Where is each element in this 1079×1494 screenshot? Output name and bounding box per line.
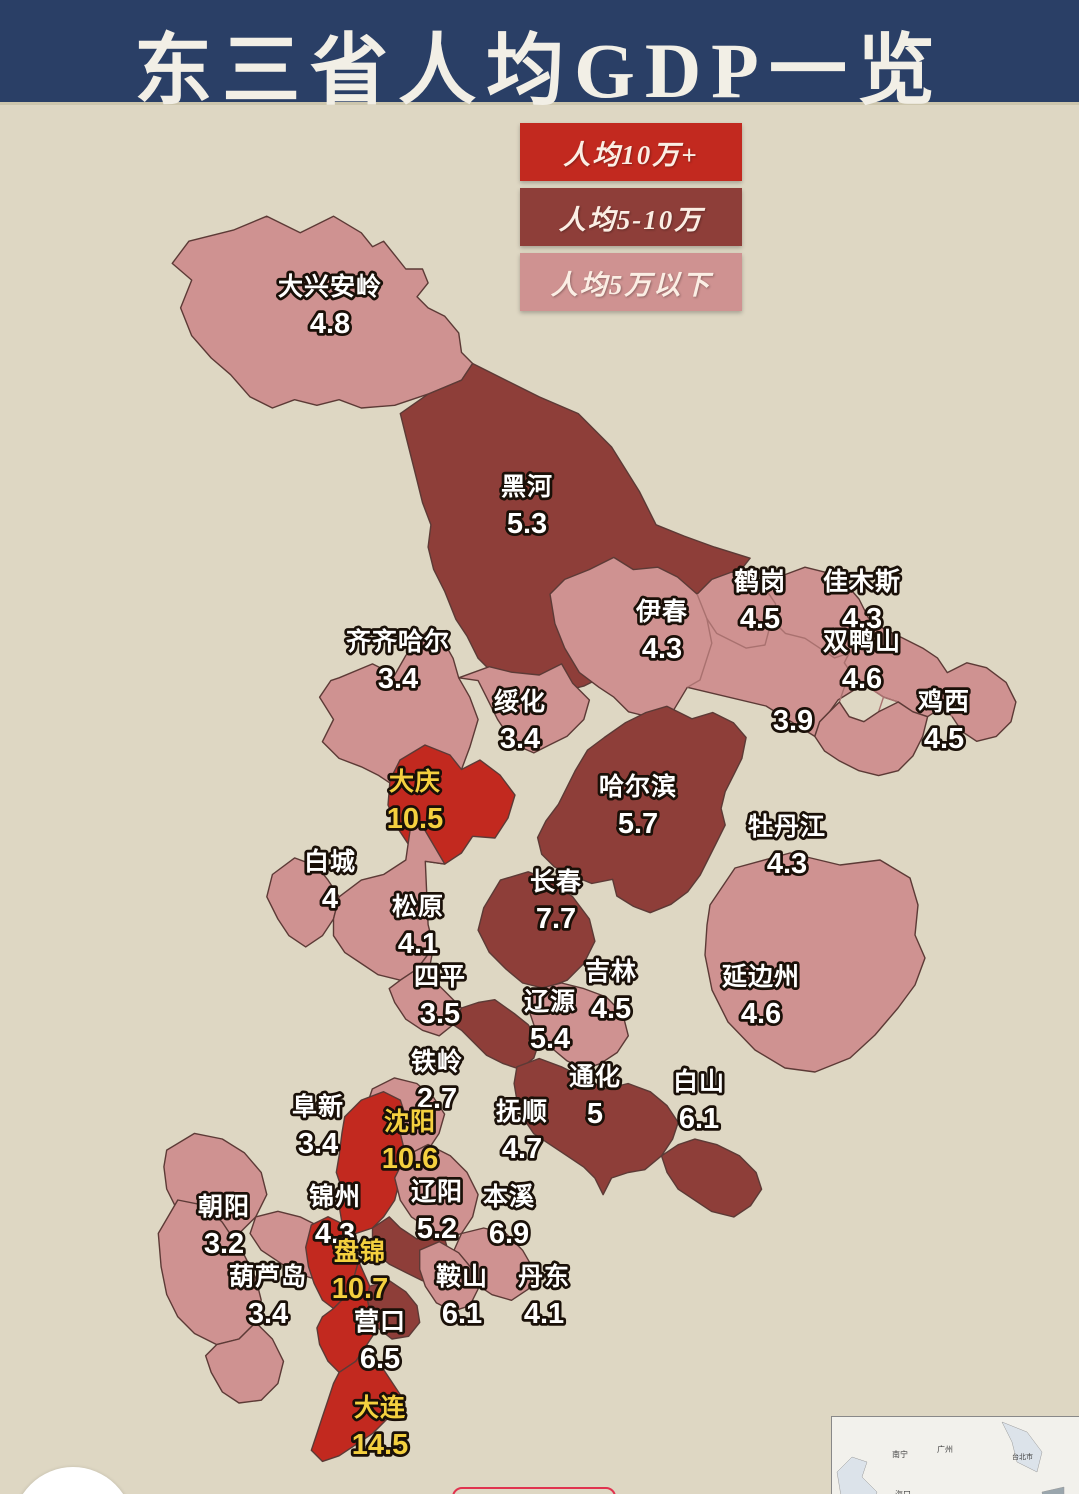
svg-text:营口: 营口 (354, 1308, 406, 1336)
svg-text:南宁: 南宁 (892, 1449, 908, 1459)
svg-text:吉林: 吉林 (585, 958, 637, 986)
svg-text:5: 5 (587, 1098, 603, 1130)
svg-text:延边州: 延边州 (721, 963, 800, 991)
svg-text:7.7: 7.7 (536, 903, 576, 935)
svg-text:4.6: 4.6 (842, 663, 882, 695)
svg-text:5.2: 5.2 (417, 1213, 457, 1245)
svg-text:6.5: 6.5 (360, 1343, 400, 1375)
svg-text:沈阳: 沈阳 (384, 1108, 436, 1136)
svg-text:广州: 广州 (937, 1444, 953, 1454)
svg-text:伊春: 伊春 (635, 597, 688, 626)
svg-text:6.1: 6.1 (442, 1298, 482, 1330)
svg-text:松原: 松原 (392, 893, 444, 921)
svg-text:4.3: 4.3 (767, 848, 807, 880)
svg-text:双鸭山: 双鸭山 (823, 628, 901, 656)
svg-text:大兴安岭: 大兴安岭 (278, 272, 382, 301)
svg-text:5.7: 5.7 (618, 808, 658, 840)
svg-text:6.1: 6.1 (679, 1103, 719, 1135)
svg-text:白山: 白山 (673, 1067, 725, 1096)
svg-text:阜新: 阜新 (292, 1092, 344, 1121)
svg-text:绥化: 绥化 (494, 687, 546, 716)
svg-text:4.1: 4.1 (398, 928, 438, 960)
svg-text:5.3: 5.3 (507, 508, 547, 540)
svg-text:齐齐哈尔: 齐齐哈尔 (346, 627, 450, 656)
svg-text:4.1: 4.1 (524, 1298, 564, 1330)
svg-text:鹤岗: 鹤岗 (734, 567, 786, 596)
svg-text:3.4: 3.4 (378, 663, 418, 695)
svg-text:哈尔滨: 哈尔滨 (599, 772, 677, 801)
svg-text:10.7: 10.7 (332, 1273, 388, 1305)
svg-text:辽源: 辽源 (524, 988, 576, 1016)
svg-text:5.4: 5.4 (530, 1023, 570, 1055)
svg-text:10.5: 10.5 (387, 803, 443, 835)
svg-text:牡丹江: 牡丹江 (748, 813, 826, 841)
svg-text:四平: 四平 (414, 963, 466, 991)
svg-text:鞍山: 鞍山 (436, 1262, 488, 1291)
svg-text:大庆: 大庆 (389, 767, 441, 796)
svg-text:4: 4 (322, 883, 338, 915)
svg-text:4.7: 4.7 (502, 1133, 542, 1165)
svg-text:6.9: 6.9 (489, 1218, 529, 1250)
svg-text:4.6: 4.6 (741, 998, 781, 1030)
svg-text:葫芦岛: 葫芦岛 (229, 1262, 307, 1291)
svg-text:4.5: 4.5 (591, 993, 631, 1025)
svg-text:黑河: 黑河 (501, 473, 553, 501)
svg-text:3.4: 3.4 (298, 1128, 338, 1160)
svg-text:14.5: 14.5 (352, 1429, 408, 1461)
svg-text:长春: 长春 (530, 867, 582, 896)
svg-text:4.5: 4.5 (924, 723, 964, 755)
svg-text:朝阳: 朝阳 (198, 1193, 250, 1221)
svg-text:台北市: 台北市 (1012, 1452, 1033, 1461)
svg-text:本溪: 本溪 (483, 1183, 535, 1211)
svg-text:佳木斯: 佳木斯 (823, 568, 901, 596)
svg-text:锦州: 锦州 (309, 1183, 361, 1211)
svg-text:3.9: 3.9 (773, 705, 813, 737)
svg-text:3.5: 3.5 (420, 998, 460, 1030)
svg-text:通化: 通化 (569, 1063, 621, 1091)
svg-text:盘锦: 盘锦 (334, 1237, 386, 1266)
svg-text:大连: 大连 (354, 1394, 406, 1422)
svg-text:4.8: 4.8 (310, 308, 350, 340)
svg-text:辽阳: 辽阳 (411, 1178, 463, 1206)
svg-text:4.5: 4.5 (740, 603, 780, 635)
svg-text:3.4: 3.4 (248, 1298, 288, 1330)
svg-text:鸡西: 鸡西 (917, 687, 970, 716)
svg-text:抚顺: 抚顺 (496, 1098, 548, 1126)
svg-text:铁岭: 铁岭 (411, 1047, 463, 1076)
svg-text:4.3: 4.3 (642, 633, 682, 665)
svg-text:白城: 白城 (304, 847, 356, 876)
svg-text:3.4: 3.4 (500, 723, 540, 755)
svg-text:3.2: 3.2 (204, 1228, 244, 1260)
svg-text:丹东: 丹东 (518, 1262, 570, 1291)
svg-text:海口: 海口 (895, 1489, 911, 1494)
svg-text:10.6: 10.6 (382, 1143, 438, 1175)
